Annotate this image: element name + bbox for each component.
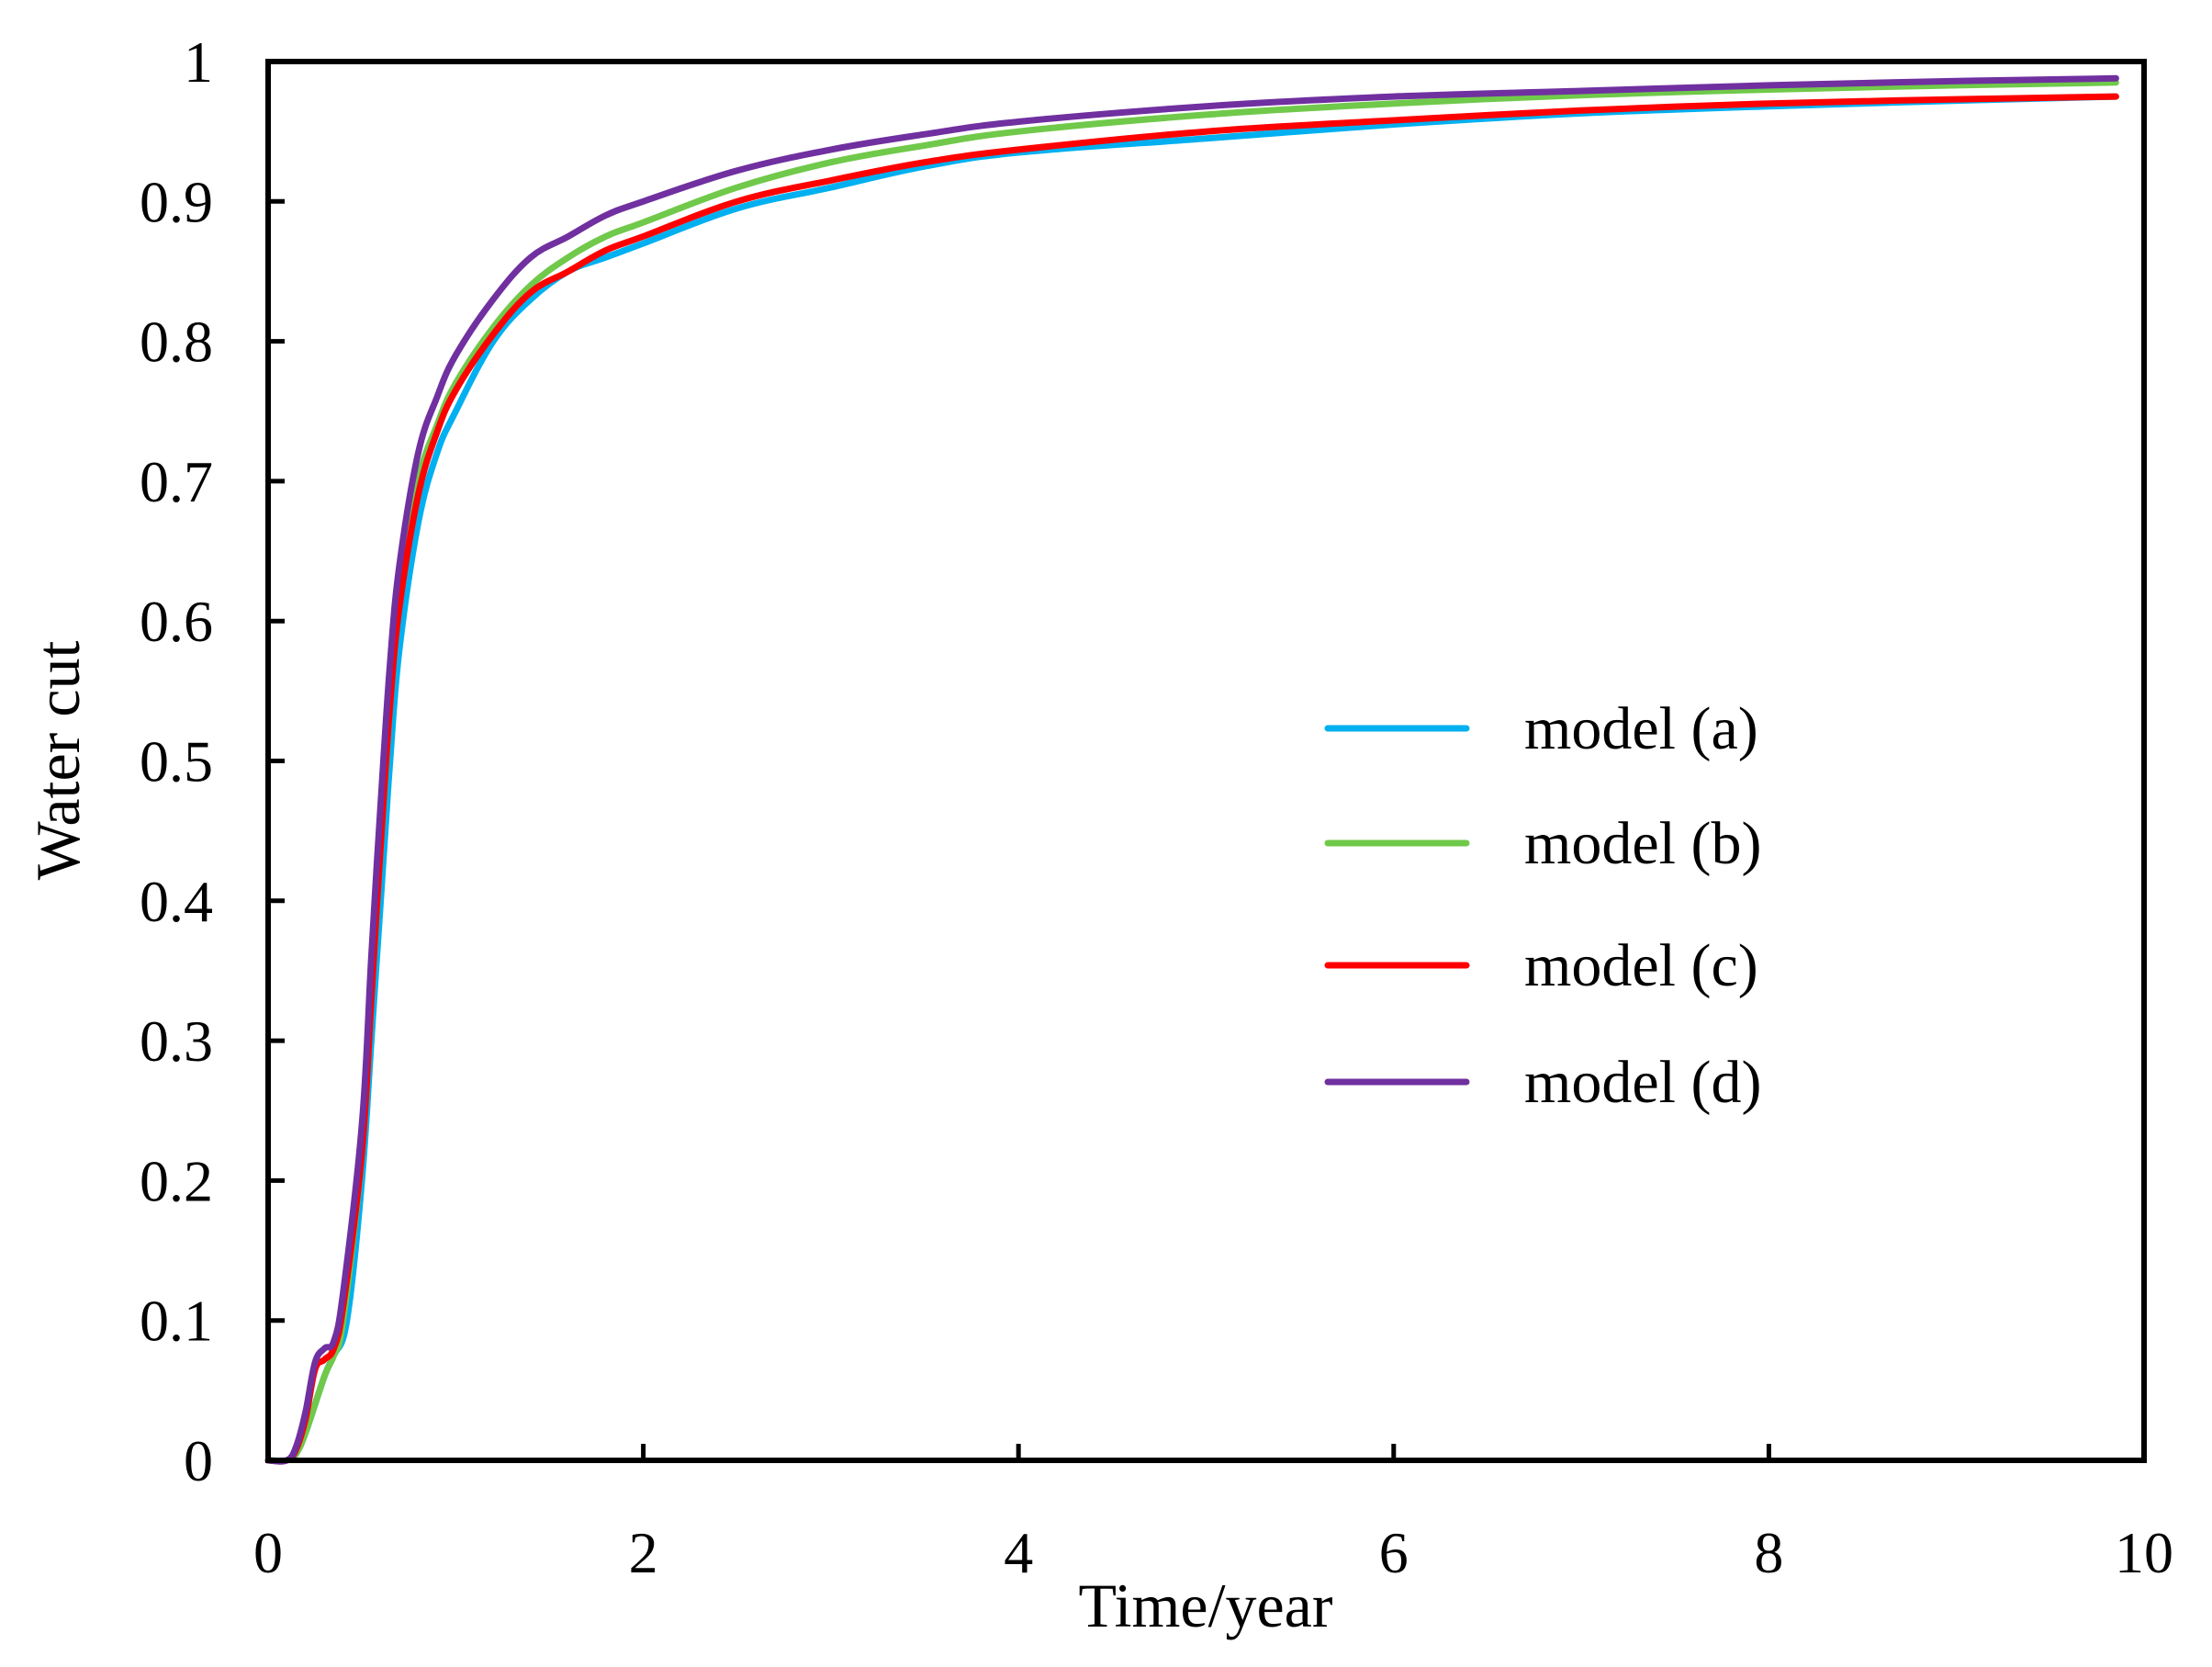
y-tick-label: 0.2 [140, 1148, 213, 1213]
y-tick-label: 0.3 [140, 1008, 213, 1074]
x-tick-label: 8 [1754, 1520, 1783, 1585]
ticks-layer: 0 2 4 6 8 10 0 0.1 0.2 0.3 0.4 0.5 0.6 0.7 0.8 0.9 1 [140, 29, 2173, 1585]
x-tick-label: 2 [629, 1520, 658, 1585]
x-tick-label: 0 [253, 1520, 283, 1585]
legend-label: model (a) [1524, 695, 1758, 762]
x-tick-label: 4 [1004, 1520, 1033, 1585]
x-tick-label: 10 [2115, 1520, 2173, 1585]
x-tick-label: 6 [1379, 1520, 1409, 1585]
x-axis-title: Time/year [1078, 1571, 1332, 1640]
y-tick-label: 0.5 [140, 729, 213, 794]
legend-label: model (c) [1524, 932, 1758, 999]
y-tick-label: 0.6 [140, 589, 213, 654]
y-tick-label: 0.1 [140, 1289, 213, 1354]
legend: model (a) model (b) model (c) model (d) [1324, 695, 1761, 1116]
legend-label: model (d) [1524, 1049, 1761, 1116]
y-tick-label: 0.8 [140, 310, 213, 375]
y-tick-label: 0.4 [140, 869, 213, 934]
y-axis-title: Water cut [23, 641, 93, 881]
series-line-d [264, 74, 2119, 1465]
legend-label: model (b) [1524, 810, 1761, 877]
series-line-a [264, 93, 2119, 1465]
y-tick-label: 0 [184, 1428, 213, 1493]
y-tick-label: 0.9 [140, 169, 213, 234]
series-layer [264, 74, 2119, 1465]
y-tick-label: 1 [184, 29, 213, 95]
y-tick-label: 0.7 [140, 449, 213, 514]
